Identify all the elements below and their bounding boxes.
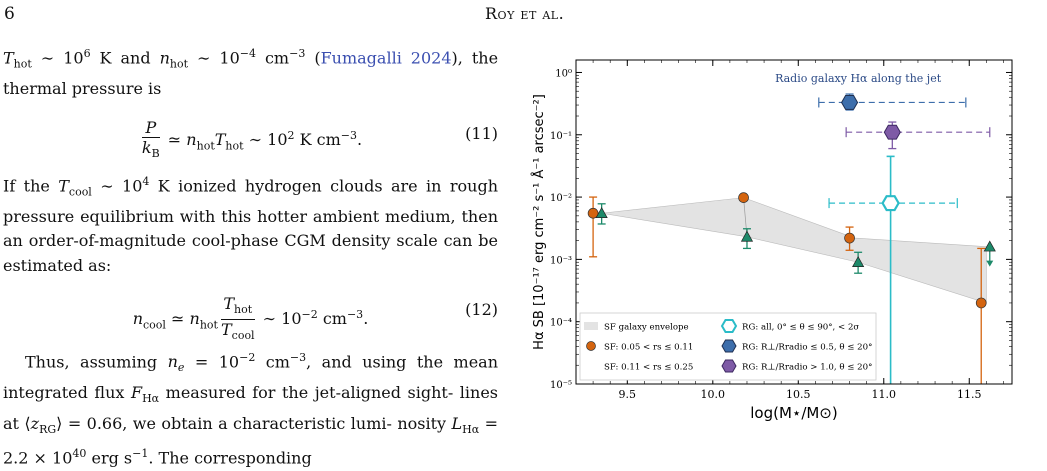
x-axis-label: log(M⋆/M⊙) xyxy=(750,404,837,422)
sf-low-point xyxy=(975,297,987,309)
sf-high-point xyxy=(983,240,996,252)
legend-swatch xyxy=(584,322,598,330)
equation-number: (11) xyxy=(465,123,498,143)
y-tick-label: 10⁰ xyxy=(555,68,572,79)
x-tick-label: 11.5 xyxy=(957,388,982,401)
paragraph-2: If the Tcool ∼ 104 K ionized hydrogen cl… xyxy=(3,174,498,275)
sf-high-point xyxy=(740,230,754,242)
y-tick-label: 10⁻⁴ xyxy=(550,318,572,329)
legend-swatch xyxy=(721,359,737,373)
text-column: Thot ∼ 106 K and nhot ∼ 10−4 cm−3 (Fumag… xyxy=(3,42,498,471)
sf-low-point xyxy=(844,232,855,244)
legend-label: SF galaxy envelope xyxy=(604,323,689,333)
sf-high-point xyxy=(595,207,608,219)
y-axis-label: Hα SB [10⁻¹⁷ erg cm⁻² s⁻¹ Å⁻¹ arcsec⁻²] xyxy=(531,94,547,350)
rg-all-point xyxy=(881,195,900,212)
chart-title: Radio galaxy Hα along the jet xyxy=(775,72,942,85)
page-number: 6 xyxy=(4,4,15,24)
x-tick-label: 11.0 xyxy=(872,388,897,401)
rg-outer-point xyxy=(883,124,901,140)
equation-12: ncool ≃ nhot Thot Tcool ∼ 10−2 cm−3. (12) xyxy=(132,294,498,343)
legend-swatch xyxy=(721,339,737,353)
legend-label: RG: all, 0° ≤ θ ≤ 90°, < 2σ xyxy=(742,323,859,333)
paragraph-3: Thus, assuming ne = 10−2 cm−3, and using… xyxy=(3,351,499,468)
sf-high-arrowhead xyxy=(986,260,994,267)
y-tick-label: 10⁻¹ xyxy=(550,131,572,142)
figure: 9.5 10.0 10.5 11.0 11.5 10⁻⁵ 10⁻⁴ 10⁻³ 10⁻² 10⁻¹ 1… xyxy=(517,40,1047,446)
legend-label: SF: 0.05 < rs ≤ 0.11 xyxy=(604,343,693,353)
x-tick-label: 10.0 xyxy=(701,388,726,401)
x-tick-label: 10.5 xyxy=(786,388,811,401)
paragraph-1: Thot ∼ 106 K and nhot ∼ 10−4 cm−3 (Fumag… xyxy=(3,47,499,99)
y-tick-label: 10⁻² xyxy=(550,193,572,204)
sf-low-point xyxy=(587,207,599,219)
sf-low-point xyxy=(738,192,749,203)
legend-label: SF: 0.11 < rs ≤ 0.25 xyxy=(604,363,693,373)
citation-link[interactable]: Fumagalli 2024 xyxy=(320,48,452,68)
y-tick-label: 10⁻³ xyxy=(550,255,572,266)
sf-envelope xyxy=(601,197,987,304)
legend-swatch xyxy=(586,341,596,351)
running-title: Roy et al. xyxy=(485,4,565,23)
rg-inner-point xyxy=(840,95,859,110)
legend-label: RG: R⊥/Rradio ≤ 0.5, θ ≤ 20° xyxy=(742,343,872,353)
legend-label: RG: R⊥/Rradio > 1.0, θ ≤ 20° xyxy=(742,363,872,373)
equation-number: (12) xyxy=(465,300,498,320)
y-tick-label: 10⁻⁵ xyxy=(550,380,572,391)
x-tick-label: 9.5 xyxy=(619,388,637,401)
legend-swatch xyxy=(720,318,738,334)
sb-vs-mass-chart: 9.5 10.0 10.5 11.0 11.5 10⁻⁵ 10⁻⁴ 10⁻³ 10⁻² 10⁻¹ 1… xyxy=(531,59,1013,422)
sf-high-point xyxy=(852,256,865,267)
